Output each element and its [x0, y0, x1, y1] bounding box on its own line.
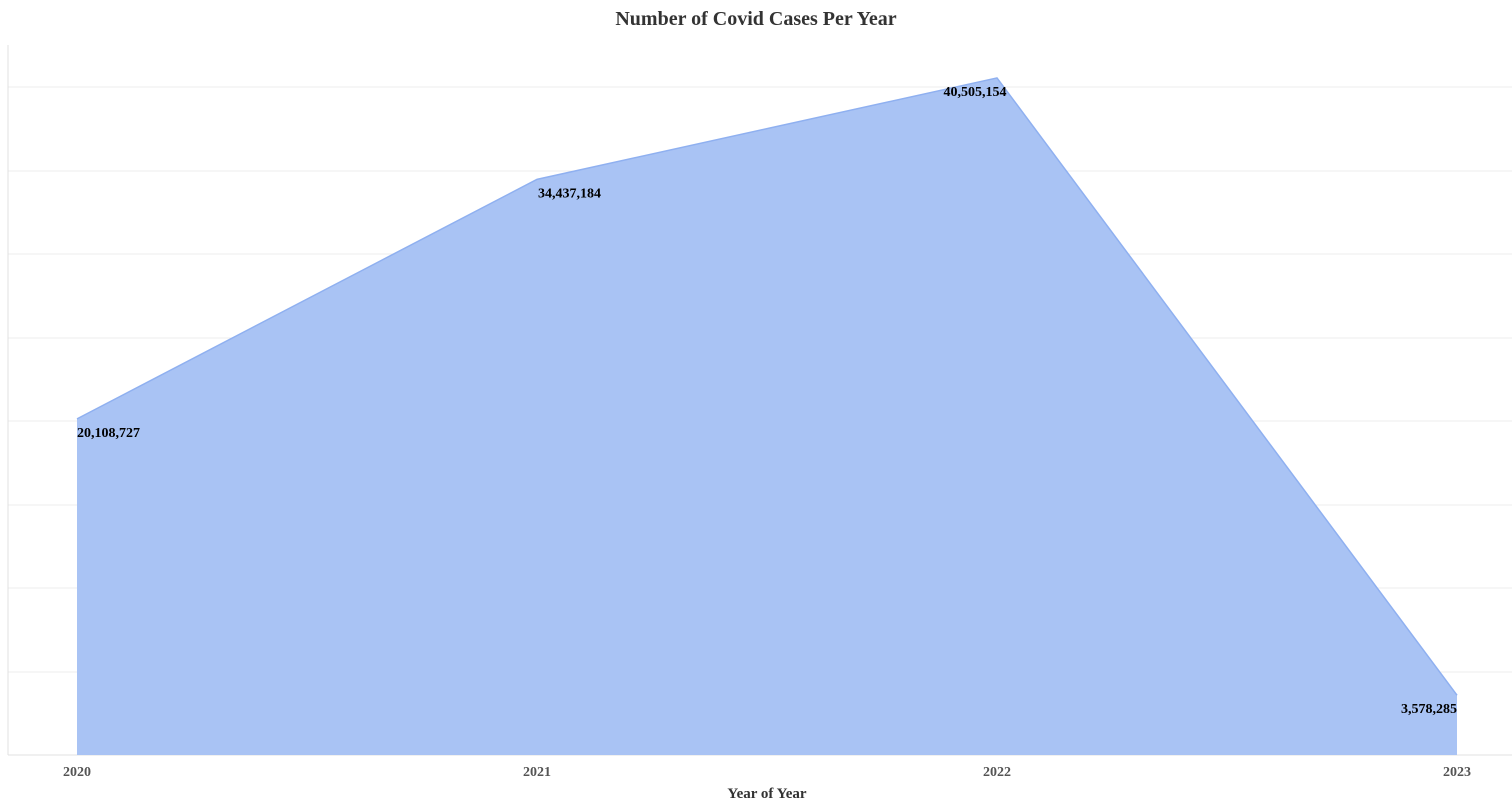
data-label-2022: 40,505,154	[944, 85, 1007, 100]
x-tick-label-2021: 2021	[523, 765, 551, 780]
area-top-line	[76, 77, 1458, 696]
x-tick-label-2022: 2022	[983, 765, 1011, 780]
data-label-2023: 3,578,285	[1401, 702, 1457, 717]
x-axis-label: Year of Year	[727, 786, 807, 802]
data-label-2021: 34,437,184	[538, 186, 601, 201]
area-series	[77, 77, 1457, 756]
data-label-2020: 20,108,727	[77, 426, 140, 441]
x-tick-label-2023: 2023	[1443, 765, 1471, 780]
chart-title: Number of Covid Cases Per Year	[615, 8, 897, 30]
x-tick-label-2020: 2020	[63, 765, 91, 780]
